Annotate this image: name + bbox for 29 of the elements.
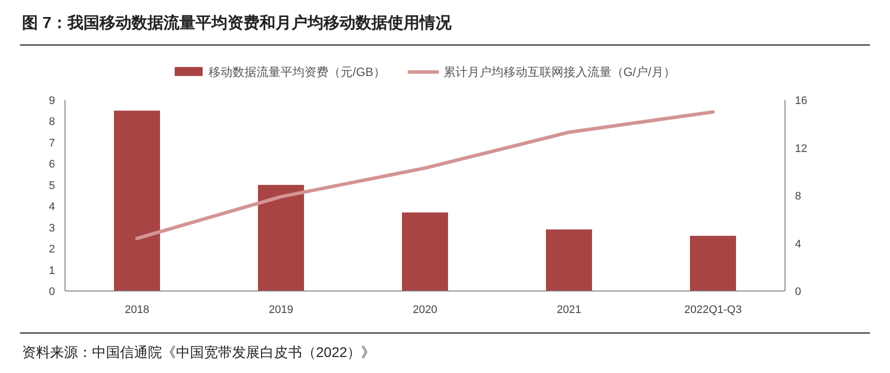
x-tick-label: 2021 bbox=[556, 304, 582, 316]
y-tick-label: 7 bbox=[48, 137, 55, 150]
x-tick-label: 2020 bbox=[412, 304, 438, 316]
bar bbox=[690, 236, 736, 291]
bar bbox=[402, 212, 448, 291]
legend-label: 累计月户均移动互联网接入流量（G/户/月） bbox=[443, 65, 676, 79]
chart-title: 图 7：我国移动数据流量平均资费和月户均移动数据使用情况 bbox=[22, 13, 452, 32]
bar bbox=[258, 184, 304, 291]
x-tick-label: 2018 bbox=[124, 304, 150, 316]
y-tick-label: 8 bbox=[48, 116, 55, 128]
y-tick-label: 3 bbox=[48, 222, 55, 234]
y2-tick-label: 4 bbox=[795, 238, 802, 250]
y-tick-label: 6 bbox=[48, 158, 55, 171]
y-tick-label: 4 bbox=[48, 201, 55, 214]
y2-tick-label: 16 bbox=[795, 95, 808, 107]
x-tick-label: 2022Q1-Q3 bbox=[684, 304, 742, 316]
legend-label: 移动数据流量平均资费（元/GB） bbox=[208, 65, 386, 79]
y-tick-label: 2 bbox=[48, 244, 55, 256]
x-tick-label: 2019 bbox=[268, 304, 294, 316]
y-tick-label: 5 bbox=[48, 180, 55, 192]
y2-tick-label: 12 bbox=[795, 142, 808, 155]
y2-tick-label: 0 bbox=[795, 286, 802, 298]
bar bbox=[546, 229, 592, 291]
bar bbox=[114, 110, 160, 291]
y-tick-label: 9 bbox=[48, 95, 55, 107]
y-tick-label: 1 bbox=[48, 264, 55, 277]
y-tick-label: 0 bbox=[48, 286, 55, 298]
y2-tick-label: 8 bbox=[795, 190, 802, 202]
text: 资料来源：中国信通院《中国宽带发展白皮书（2022）》 bbox=[22, 344, 376, 360]
